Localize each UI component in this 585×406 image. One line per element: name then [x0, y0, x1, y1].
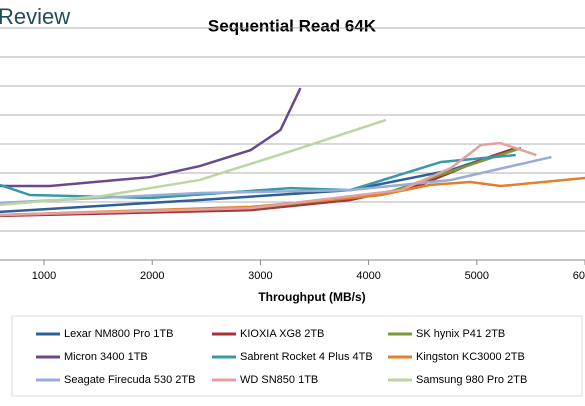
- legend-label: Kingston KC3000 2TB: [416, 351, 525, 363]
- x-tick-label: 3000: [248, 270, 272, 282]
- legend-label: Micron 3400 1TB: [64, 351, 148, 363]
- legend-label: Seagate Firecuda 530 2TB: [64, 374, 195, 386]
- legend-label: Samsung 980 Pro 2TB: [416, 374, 527, 386]
- x-tick-label: 6000: [573, 270, 585, 282]
- x-tick-label: 5000: [465, 270, 489, 282]
- legend-label: Sabrent Rocket 4 Plus 4TB: [240, 351, 373, 363]
- legend-label: SK hynix P41 2TB: [416, 328, 505, 340]
- chart-title: Sequential Read 64K: [208, 16, 377, 35]
- series-line: [0, 153, 516, 200]
- x-tick-label: 2000: [140, 270, 164, 282]
- legend-label: Lexar NM800 Pro 1TB: [64, 328, 173, 340]
- x-tick-label: 1000: [32, 270, 56, 282]
- series-line: [0, 141, 537, 217]
- series-line: [0, 118, 387, 207]
- series-line: [0, 87, 302, 188]
- legend-label: KIOXIA XG8 2TB: [240, 328, 324, 340]
- brand: Review: [0, 4, 70, 29]
- legend-box: [11, 315, 583, 397]
- legend-label: WD SN850 1TB: [240, 374, 318, 386]
- x-axis-title: Throughput (MB/s): [258, 290, 365, 304]
- series-line: [0, 155, 552, 205]
- x-tick-label: 4000: [356, 270, 380, 282]
